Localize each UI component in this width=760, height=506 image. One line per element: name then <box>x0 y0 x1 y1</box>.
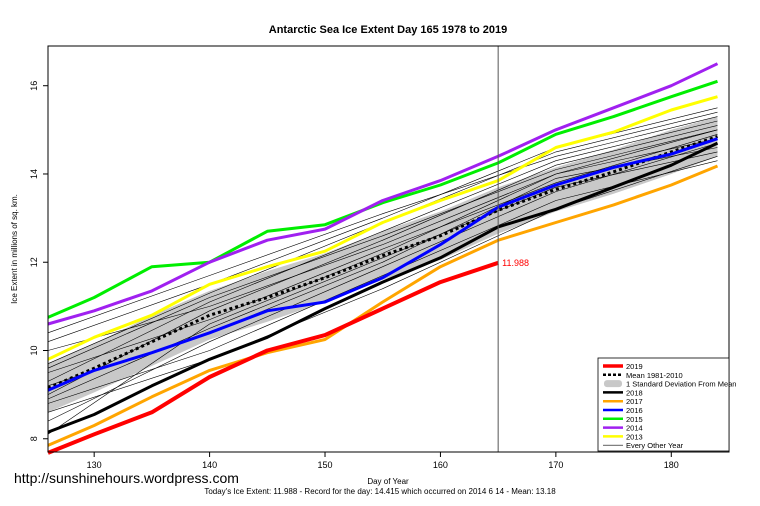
x-tick-label: 140 <box>202 460 217 470</box>
series-lines <box>47 62 719 455</box>
legend-swatch <box>604 380 622 388</box>
chart-footer: Today's Ice Extent: 11.988 - Record for … <box>204 487 556 496</box>
plot-frame <box>47 45 730 453</box>
other-year-line <box>47 156 718 413</box>
x-tick-label: 180 <box>664 460 679 470</box>
legend-label: 2014 <box>626 424 643 433</box>
y-axis-ticks: 8 10 12 14 16 <box>29 81 48 441</box>
series-line-2016 <box>47 137 718 392</box>
other-year-line <box>47 134 718 373</box>
y-axis-label: Ice Extent in millions of sq. km. <box>10 194 19 304</box>
y-tick-label: 12 <box>29 257 39 267</box>
series-line-2017 <box>47 164 719 447</box>
x-tick-label: 170 <box>548 460 563 470</box>
x-tick-label: 160 <box>433 460 448 470</box>
other-year-line <box>47 129 718 369</box>
legend-label: 2018 <box>626 388 643 397</box>
other-year-line <box>47 129 718 435</box>
x-tick-label: 150 <box>318 460 333 470</box>
y-tick-label: 14 <box>29 169 39 179</box>
series-line-2014 <box>47 62 719 326</box>
legend-label: 2013 <box>626 432 643 441</box>
legend-label: 2019 <box>626 362 643 371</box>
current-value-label: 11.988 <box>502 258 529 268</box>
legend-label: Every Other Year <box>626 441 684 450</box>
series-line-2019 <box>47 260 499 455</box>
legend-label: 2016 <box>626 406 643 415</box>
legend-label: 2017 <box>626 397 643 406</box>
series-line-2015 <box>47 79 718 319</box>
other-year-line <box>47 125 718 395</box>
other-year-line <box>47 116 718 334</box>
legend-label: 1 Standard Deviation From Mean <box>626 380 736 389</box>
legend-label: 2015 <box>626 415 643 424</box>
y-tick-label: 10 <box>29 345 39 355</box>
y-tick-label: 8 <box>29 436 39 441</box>
series-line-2013 <box>47 95 718 361</box>
chart-title: Antarctic Sea Ice Extent Day 165 1978 to… <box>269 24 507 36</box>
watermark-url: http://sunshinehours.wordpress.com <box>14 470 239 486</box>
x-tick-label: 130 <box>87 460 102 470</box>
series-line-mean-1981-2010 <box>47 135 718 390</box>
x-axis-label: Day of Year <box>367 477 409 486</box>
x-axis-ticks: 130 140 150 160 170 180 <box>87 452 679 470</box>
legend-label: Mean 1981-2010 <box>626 371 683 380</box>
series-line-2018 <box>47 141 719 434</box>
other-year-line <box>47 120 718 382</box>
other-years-lines <box>47 107 718 435</box>
y-tick-label: 16 <box>29 81 39 91</box>
